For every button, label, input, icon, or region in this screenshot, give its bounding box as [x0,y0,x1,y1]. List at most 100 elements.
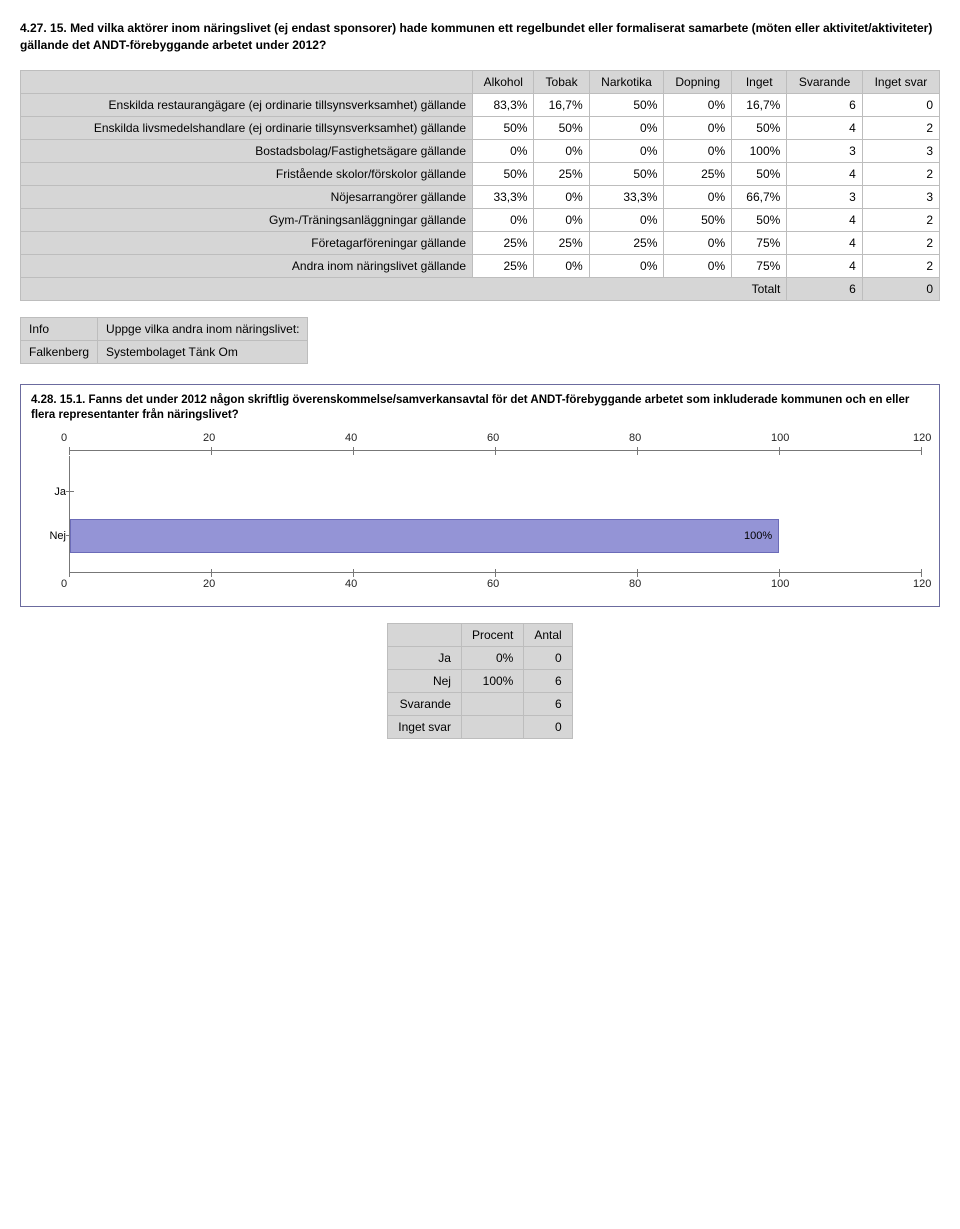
cell: 3 [862,139,939,162]
tick [211,569,212,577]
summary-row: Inget svar0 [388,715,572,738]
cell: 6 [787,93,863,116]
total-row: Totalt60 [21,277,940,300]
col-alkohol: Alkohol [473,70,534,93]
cell: 4 [787,116,863,139]
col-narkotika: Narkotika [589,70,664,93]
tick [495,447,496,455]
tick [921,569,922,577]
tick [637,447,638,455]
cell: 0% [534,185,589,208]
tick [779,569,780,577]
cell: 83,3% [473,93,534,116]
cell: 0% [664,139,732,162]
tick [353,569,354,577]
cell: 0 [862,93,939,116]
summary-row: Ja0%0 [388,646,572,669]
actors-table: Alkohol Tobak Narkotika Dopning Inget Sv… [20,70,940,301]
cell: 4 [787,254,863,277]
cell: 0% [664,93,732,116]
question1-heading: 4.27. 15. Med vilka aktörer inom närings… [20,20,940,54]
cell: 25% [534,231,589,254]
total-cell: 6 [787,277,863,300]
cell: 25% [534,162,589,185]
summary-procent: 0% [461,646,523,669]
summary-col-procent: Procent [461,623,523,646]
table-row: Nöjesarrangörer gällande33,3%0%33,3%0%66… [21,185,940,208]
cell: 50% [732,162,787,185]
row-label: Enskilda livsmedelshandlare (ej ordinari… [21,116,473,139]
bar-value-label: 100% [744,530,772,542]
summary-label: Nej [388,669,462,692]
summary-antal: 0 [524,715,572,738]
cell: 4 [787,162,863,185]
cell: 25% [664,162,732,185]
cell: 4 [787,231,863,254]
y-tick [66,491,74,492]
tick-row-top [69,450,921,456]
info-header-left: Info [21,317,98,340]
tick [211,447,212,455]
cell: 0% [589,254,664,277]
summary-antal: 6 [524,669,572,692]
cell: 0% [534,208,589,231]
info-row-left: Falkenberg [21,340,98,363]
cell: 3 [787,185,863,208]
col-ingetsvar: Inget svar [862,70,939,93]
info-table: Info Uppge vilka andra inom näringslivet… [20,317,308,364]
summary-col-empty [388,623,462,646]
cell: 50% [534,116,589,139]
question2-title: 4.28. 15.1. Fanns det under 2012 någon s… [31,393,929,424]
col-tobak: Tobak [534,70,589,93]
col-inget: Inget [732,70,787,93]
row-label: Företagarföreningar gällande [21,231,473,254]
cell: 0% [664,231,732,254]
tick [637,569,638,577]
summary-label: Svarande [388,692,462,715]
summary-label: Ja [388,646,462,669]
col-svarande: Svarande [787,70,863,93]
cell: 2 [862,208,939,231]
summary-antal: 0 [524,646,572,669]
tick [353,447,354,455]
total-cell: 0 [862,277,939,300]
cell: 50% [589,93,664,116]
info-header-right: Uppge vilka andra inom näringslivet: [98,317,308,340]
cell: 3 [787,139,863,162]
col-dopning: Dopning [664,70,732,93]
tick [921,447,922,455]
cell: 0% [473,139,534,162]
yaxis-label: Nej [32,530,66,542]
table-row: Gym-/Träningsanläggningar gällande0%0%0%… [21,208,940,231]
table-row: Fristående skolor/förskolor gällande50%2… [21,162,940,185]
cell: 50% [589,162,664,185]
info-row-right: Systembolaget Tänk Om [98,340,308,363]
cell: 0% [589,116,664,139]
cell: 2 [862,231,939,254]
summary-col-antal: Antal [524,623,572,646]
summary-row: Nej100%6 [388,669,572,692]
chart-axis-area: 020406080100120 JaNej100% 02040608010012… [69,432,921,596]
cell: 25% [473,254,534,277]
cell: 50% [732,116,787,139]
cell: 75% [732,254,787,277]
summary-procent: 100% [461,669,523,692]
cell: 0% [664,254,732,277]
cell: 4 [787,208,863,231]
cell: 100% [732,139,787,162]
col-empty [21,70,473,93]
tick [779,447,780,455]
cell: 3 [862,185,939,208]
cell: 33,3% [589,185,664,208]
question1-text: Med vilka aktörer inom näringslivet (ej … [20,21,932,52]
summary-procent [461,715,523,738]
bars-area: JaNej100% [69,456,921,572]
yaxis-label: Ja [32,486,66,498]
table-row: Enskilda restaurangägare (ej ordinarie t… [21,93,940,116]
cell: 0% [534,254,589,277]
cell: 50% [732,208,787,231]
cell: 0% [589,208,664,231]
cell: 0% [534,139,589,162]
cell: 75% [732,231,787,254]
tick [69,447,70,455]
